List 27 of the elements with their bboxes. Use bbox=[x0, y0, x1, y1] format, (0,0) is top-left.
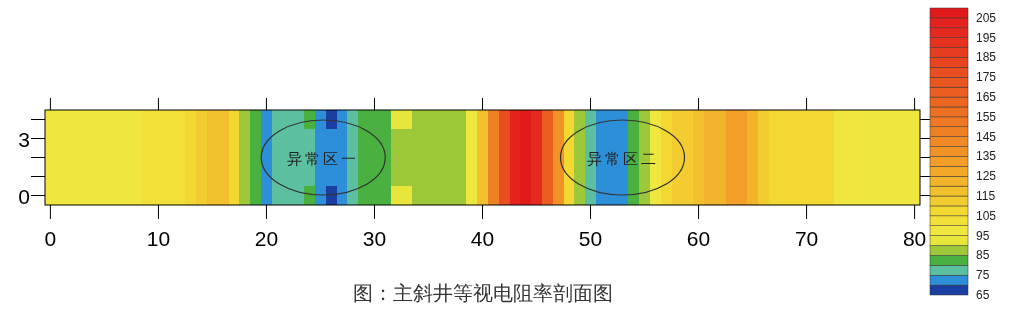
color-bar-label: 135 bbox=[976, 149, 997, 164]
x-tick-label: 30 bbox=[362, 227, 387, 250]
color-bar-label: 155 bbox=[976, 109, 997, 124]
color-bar-label: 125 bbox=[976, 169, 997, 184]
color-bar-label: 115 bbox=[976, 189, 996, 204]
color-bar-label: 75 bbox=[976, 268, 990, 283]
color-bar-label: 65 bbox=[976, 288, 990, 302]
text: 图：主斜井等视电阻率剖面图 bbox=[352, 282, 613, 304]
x-tick-label: 40 bbox=[470, 227, 495, 250]
x-tick-label: 60 bbox=[686, 227, 711, 250]
color-bar-label: 95 bbox=[976, 228, 990, 243]
y-tick-label: 3 bbox=[18, 127, 30, 151]
color-bar-label: 205 bbox=[976, 10, 997, 25]
x-tick-label: 0 bbox=[44, 227, 57, 250]
x-tick-label: 50 bbox=[578, 227, 603, 250]
color-bar-label: 85 bbox=[976, 248, 990, 263]
x-tick-label: 10 bbox=[146, 227, 171, 250]
color-bar-label: 145 bbox=[976, 129, 997, 144]
x-tick-label: 80 bbox=[902, 227, 927, 250]
color-bar-label: 185 bbox=[976, 50, 997, 65]
x-tick-label: 20 bbox=[254, 227, 279, 250]
x-tick-label: 70 bbox=[794, 227, 819, 250]
annotation: 异常区一 bbox=[287, 149, 360, 167]
color-bar-label: 165 bbox=[976, 90, 997, 105]
color-bar-label: 175 bbox=[976, 70, 997, 85]
color-bar-label: 105 bbox=[976, 208, 997, 223]
color-bar-label: 195 bbox=[976, 30, 997, 45]
